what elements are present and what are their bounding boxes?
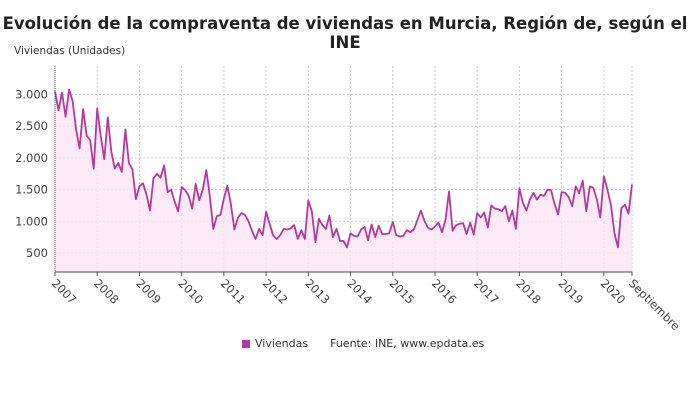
y-tick-label: 1.500 <box>15 183 48 197</box>
legend-series-label: Viviendas <box>255 337 309 350</box>
series-area <box>55 89 632 272</box>
y-axis-label: Viviendas (Unidades) <box>14 45 126 57</box>
source-note: Fuente: INE, www.epdata.es <box>330 337 485 350</box>
legend: Viviendas Fuente: INE, www.epdata.es <box>242 337 484 350</box>
x-tick-label: 2013 <box>302 276 333 307</box>
x-tick-label: 2007 <box>49 276 80 307</box>
y-tick-label: 3.000 <box>15 88 48 102</box>
chart-title: Evolución de la compraventa de viviendas… <box>2 14 688 52</box>
x-tick-label: 2008 <box>91 276 122 307</box>
x-tick-label: 2018 <box>513 276 544 307</box>
x-tick-label: 2015 <box>387 276 418 307</box>
x-tick-label: 2014 <box>344 276 375 307</box>
x-tick-label: 2010 <box>176 276 207 307</box>
x-tick-label: 2011 <box>218 276 249 307</box>
x-tick-label: 2016 <box>429 276 460 307</box>
x-tick-label: 2019 <box>556 276 587 307</box>
y-tick-label: 2.000 <box>15 151 48 165</box>
y-tick-label: 1.000 <box>15 214 48 228</box>
x-tick-label: 2017 <box>471 276 502 307</box>
y-tick-label: 500 <box>26 246 48 260</box>
x-tick-label: 2020 <box>598 276 629 307</box>
legend-swatch <box>242 339 250 348</box>
y-tick-label: 2.500 <box>15 119 48 133</box>
x-tick-label: 2009 <box>133 276 164 307</box>
x-tick-label: Septiembre <box>626 276 683 333</box>
x-tick-label: 2012 <box>260 276 291 307</box>
